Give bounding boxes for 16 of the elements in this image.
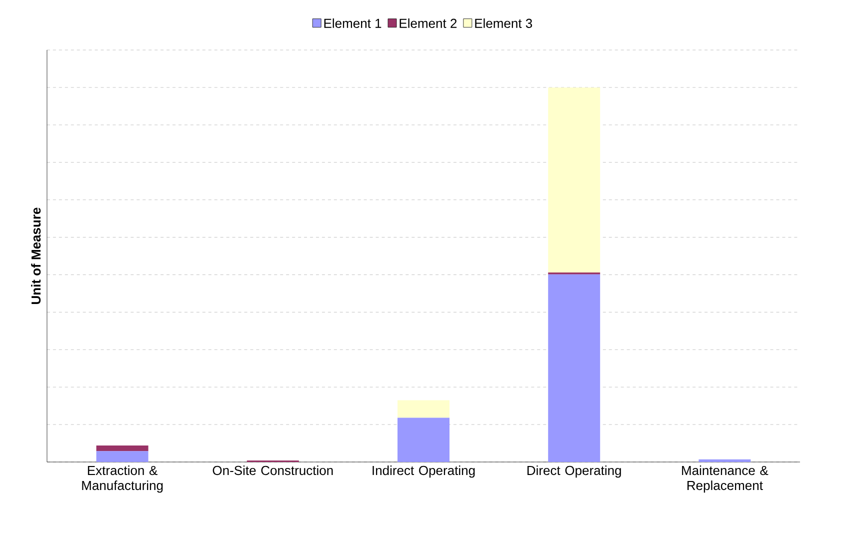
- y-axis-title: Unit of Measure: [31, 208, 41, 304]
- x-tick-label: Maintenance & Replacement: [682, 466, 768, 493]
- bar: [398, 400, 450, 418]
- bar: [548, 87, 600, 272]
- legend-label: Element 3: [475, 18, 532, 28]
- x-tick-label: Extraction & Manufacturing: [82, 466, 163, 493]
- legend-label: Element 2: [400, 18, 457, 28]
- bar: [96, 451, 148, 462]
- x-tick-label: Direct Operating: [527, 466, 621, 478]
- x-tick-label: Indirect Operating: [372, 466, 475, 478]
- bar: [96, 446, 148, 452]
- legend-label: Element 1: [324, 18, 382, 28]
- bar: [698, 459, 751, 462]
- bar: [548, 274, 600, 462]
- bar: [398, 418, 450, 462]
- x-tick-label: On-Site Construction: [212, 466, 333, 476]
